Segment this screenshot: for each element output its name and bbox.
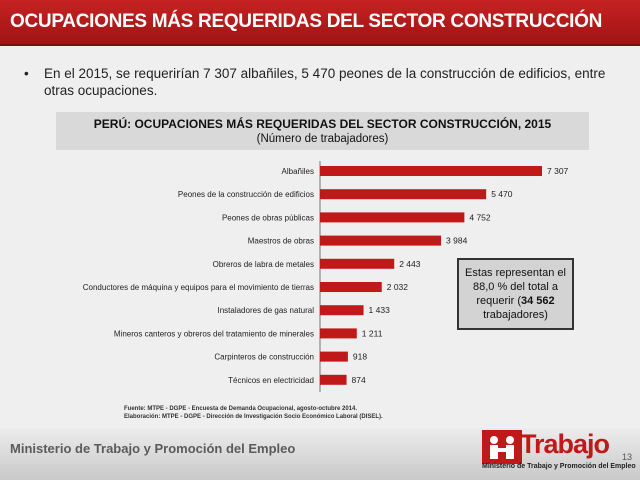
- value-label: 7 307: [547, 166, 569, 176]
- source-note: Fuente: MTPE - DGPE - Encuesta de Demand…: [124, 405, 383, 421]
- bar: [320, 235, 442, 246]
- category-label: Obreros de labra de metales: [213, 260, 314, 269]
- category-label: Conductores de máquina y equipos para el…: [83, 283, 314, 292]
- ministry-name: Ministerio de Trabajo y Promoción del Em…: [10, 441, 296, 456]
- value-label: 918: [353, 352, 367, 362]
- category-label: Maestros de obras: [248, 237, 314, 246]
- bar: [320, 374, 347, 385]
- category-label: Carpinteros de construcción: [214, 353, 314, 362]
- bar: [320, 189, 487, 200]
- value-label: 1 211: [362, 328, 383, 338]
- note-text-end: trabajadores): [483, 309, 548, 321]
- category-label: Peones de la construcción de edificios: [178, 190, 314, 199]
- chart-subtitle: (Número de trabajadores): [256, 133, 389, 145]
- note-text-start: Estas representan el 88,0 % del total a …: [465, 267, 566, 307]
- category-label: Mineros canteros y obreros del tratamien…: [114, 329, 314, 338]
- value-label: 1 433: [369, 305, 391, 315]
- logo-people-icon: [482, 430, 522, 464]
- bar: [320, 212, 465, 223]
- chart-title: PERÚ: OCUPACIONES MÁS REQUERIDAS DEL SEC…: [93, 117, 552, 131]
- logo-word: Trabajo: [520, 429, 610, 459]
- bullet-marker: •: [24, 66, 29, 81]
- value-label: 5 470: [491, 189, 513, 199]
- footer: Ministerio de Trabajo y Promoción del Em…: [0, 428, 640, 480]
- value-label: 3 984: [446, 236, 468, 246]
- bar: [320, 166, 542, 176]
- elaboration-line: Elaboración: MTPE - DGPE - Dirección de …: [124, 414, 383, 420]
- chart-title-box: PERÚ: OCUPACIONES MÁS REQUERIDAS DEL SEC…: [56, 112, 589, 150]
- bar: [320, 305, 364, 316]
- source-line: Fuente: MTPE - DGPE - Encuesta de Demand…: [124, 406, 358, 412]
- title-bar: OCUPACIONES MÁS REQUERIDAS DEL SECTOR CO…: [0, 0, 640, 46]
- category-label: Técnicos en electricidad: [228, 376, 314, 385]
- bar: [320, 328, 357, 339]
- value-label: 2 032: [387, 282, 409, 292]
- page-title: OCUPACIONES MÁS REQUERIDAS DEL SECTOR CO…: [10, 11, 602, 32]
- summary-note: Estas representan el 88,0 % del total a …: [457, 258, 574, 330]
- bar: [320, 351, 348, 362]
- logo-subtitle: Ministerio de Trabajo y Promoción del Em…: [482, 463, 636, 470]
- category-label: Albañiles: [282, 167, 314, 176]
- category-label: Instaladores de gas natural: [217, 306, 314, 315]
- value-label: 2 443: [399, 259, 421, 269]
- category-label: Peones de obras públicas: [222, 213, 314, 222]
- bullet-text: En el 2015, se requerirían 7 307 albañil…: [44, 66, 606, 98]
- bar: [320, 282, 382, 292]
- note-total: 34 562: [520, 295, 555, 307]
- value-label: 4 752: [469, 212, 491, 222]
- bar: [320, 258, 395, 269]
- value-label: 874: [352, 375, 366, 385]
- page-number: 13: [622, 452, 633, 462]
- trabajo-logo: Trabajo Ministerio de Trabajo y Promoció…: [480, 428, 636, 480]
